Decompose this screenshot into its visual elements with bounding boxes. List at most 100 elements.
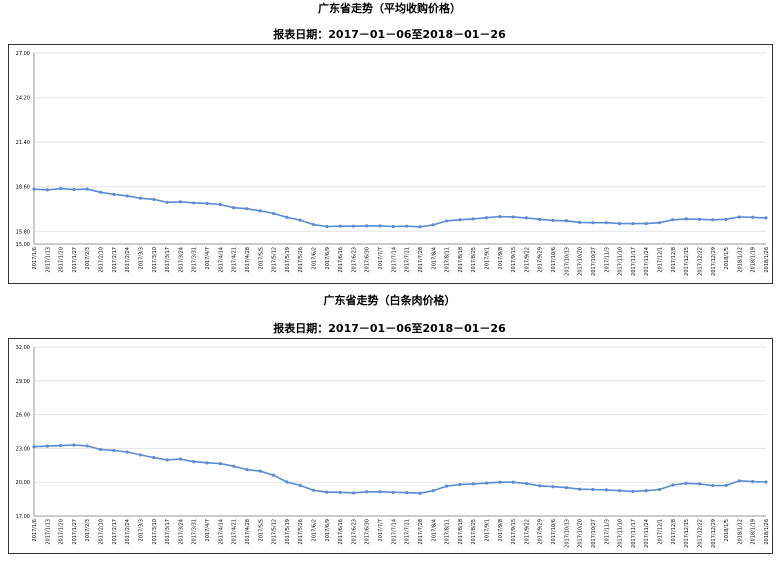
chart1-data-point	[751, 215, 755, 219]
chart2-x-tick-label: 2017/8/11	[445, 519, 451, 545]
chart2-data-point	[498, 480, 502, 484]
chart2-data-point	[644, 489, 648, 493]
chart2-data-point	[471, 482, 475, 486]
chart1-x-tick-label: 2017/8/25	[471, 247, 477, 273]
chart2-x-tick-label: 2017/11/24	[644, 519, 650, 548]
chart1-data-point	[524, 216, 529, 220]
chart2-x-tick-label: 2018/1/12	[737, 519, 743, 545]
chart1-data-point	[578, 220, 582, 224]
chart2-data-point	[631, 489, 635, 494]
chart1-x-tick-label: 2017/3/31	[192, 247, 198, 273]
chart2-data-point	[205, 461, 209, 465]
chart2-data-point	[285, 480, 289, 484]
chart2-x-tick-label: 2017/4/28	[245, 519, 251, 545]
chart2-data-point	[697, 482, 702, 486]
chart2-x-tick-label: 2017/1/13	[45, 519, 51, 545]
chart1-data-point	[564, 219, 568, 223]
chart1-x-tick-label: 2017/1/20	[59, 247, 65, 273]
chart1-data-point	[218, 202, 222, 207]
chart2-data-point	[524, 481, 529, 486]
chart1-data-point	[378, 224, 382, 228]
chart1-x-tick-label: 2017/12/8	[671, 247, 677, 273]
chart2-x-tick-label: 2017/12/22	[697, 519, 703, 548]
chart2-x-tick-label: 2017/6/16	[338, 519, 344, 545]
chart1-data-point	[591, 221, 595, 225]
chart2-x-tick-label: 2017/3/31	[192, 519, 198, 545]
chart1-data-point	[391, 224, 395, 229]
chart1-x-tick-label: 2017/9/22	[524, 247, 530, 273]
chart2-x-tick-label: 2017/10/20	[578, 519, 584, 548]
chart2-data-point	[72, 443, 76, 447]
chart2-x-tick-label: 2017/10/13	[564, 519, 570, 548]
chart1-x-tick-label: 2017/6/2	[311, 247, 317, 269]
chart1-x-tick-label: 2017/9/29	[538, 247, 544, 273]
chart2-y-tick-label: 20.00	[16, 480, 30, 486]
chart1-data-point	[538, 217, 542, 221]
chart1-y-tick-label: 21.40	[16, 140, 30, 146]
chart1-data-point	[271, 211, 276, 216]
chart2-x-tick-label: 2017/8/25	[471, 519, 477, 545]
chart1-data-point	[285, 215, 289, 219]
chart2-data-point	[418, 491, 422, 495]
chart2-data-point	[431, 489, 435, 493]
chart1-x-tick-label: 2018/1/19	[751, 247, 757, 273]
chart2-data-point	[751, 480, 755, 484]
chart2-x-tick-label: 2017/12/15	[684, 519, 690, 548]
chart2-data-point	[684, 481, 688, 485]
chart1-x-tick-label: 2017/7/28	[418, 247, 424, 273]
chart1-x-tick-label: 2017/9/1	[485, 247, 491, 269]
chart2-x-tick-label: 2017/12/29	[711, 519, 717, 548]
chart1-data-point	[232, 206, 236, 210]
chart1-data-point	[711, 218, 715, 222]
chart1-data-point	[431, 223, 435, 227]
chart2-x-tick-label: 2017/12/1	[658, 519, 664, 545]
chart1-x-tick-label: 2017/8/4	[431, 247, 437, 269]
chart2-x-tick-label: 2017/3/24	[178, 519, 184, 545]
chart1-x-tick-label: 2017/11/24	[644, 247, 650, 276]
chart2-data-point	[391, 490, 395, 494]
chart1-data-point	[98, 190, 103, 194]
chart1-data-point	[138, 196, 143, 200]
chart1-data-point	[498, 215, 502, 219]
chart2-x-tick-label: 2018/1/5	[724, 519, 730, 541]
chart2-x-tick-label: 2017/5/12	[272, 519, 278, 545]
chart2-x-tick-label: 2017/7/7	[378, 519, 384, 541]
chart1-data-point	[644, 222, 648, 226]
chart2-data-point	[578, 487, 582, 491]
chart2-data-point	[351, 491, 356, 495]
chart1-x-tick-label: 2017/12/1	[658, 247, 664, 273]
chart2-x-tick-label: 2017/6/9	[325, 519, 331, 541]
chart1-x-tick-label: 2017/5/12	[272, 247, 278, 273]
chart2-data-point	[365, 490, 369, 494]
chart2-x-tick-label: 2017/10/6	[551, 519, 557, 545]
chart2-data-point	[59, 443, 63, 448]
chart1-data-point	[418, 225, 422, 229]
chart1-x-tick-label: 2017/1/13	[45, 247, 51, 273]
chart2-data-point	[484, 481, 489, 485]
chart2-data-point	[271, 473, 276, 477]
chart2-y-tick-label: 29.00	[16, 379, 30, 385]
chart1-x-tick-label: 2017/7/14	[391, 247, 397, 273]
chart2-data-point	[551, 485, 555, 489]
chart1-data-point	[444, 219, 449, 223]
chart1-x-tick-label: 2017/7/21	[405, 247, 411, 273]
chart1-x-tick-label: 2017/6/9	[325, 247, 331, 269]
chart2-data-point	[138, 453, 143, 457]
chart2-data-point	[591, 487, 595, 492]
chart2-x-tick-label: 2018/1/19	[751, 519, 757, 545]
chart1-data-point	[32, 187, 36, 191]
chart2-x-tick-label: 2017/12/8	[671, 519, 677, 545]
chart1-x-tick-label: 2017/3/17	[165, 247, 171, 273]
chart1-x-tick-label: 2017/8/11	[445, 247, 451, 273]
chart2-data-point	[604, 488, 608, 492]
chart2-x-tick-label: 2017/2/17	[112, 519, 118, 545]
chart2-x-tick-label: 2017/4/7	[205, 519, 211, 541]
chart2-data-point	[764, 480, 768, 484]
chart1-data-point	[737, 215, 741, 219]
chart2-x-tick-label: 2017/9/15	[511, 519, 517, 545]
chart1-data-point	[458, 218, 462, 222]
chart2-x-tick-label: 2017/6/2	[311, 519, 317, 541]
chart1-x-tick-label: 2017/4/28	[245, 247, 251, 273]
chart1-subtitle: 报表日期：2017－01－06至2018－01－26	[273, 28, 506, 41]
